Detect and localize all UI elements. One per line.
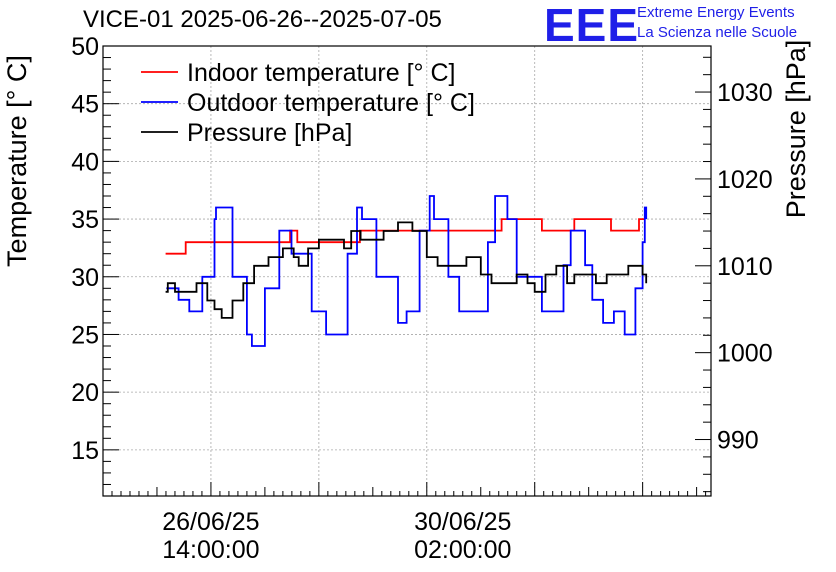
y-left-tick-label: 45 (71, 91, 99, 119)
y-right-tick-label: 1030 (717, 79, 773, 107)
y-left-tick-label: 50 (71, 33, 99, 61)
x-tick-label-time: 02:00:00 (414, 536, 511, 564)
x-tick-label-time: 14:00:00 (162, 536, 259, 564)
y-right-tick-label: 1000 (717, 340, 773, 368)
series-layer (165, 195, 648, 347)
x-tick-label-date: 26/06/25 (162, 508, 259, 536)
y-right-tick-label: 1020 (717, 166, 773, 194)
logo-line-1: Extreme Energy Events (637, 4, 795, 21)
y-left-tick-label: 15 (71, 437, 99, 465)
chart-title: VICE-01 2025-06-26--2025-07-05 (83, 6, 442, 33)
y-left-tick-label: 25 (71, 321, 99, 349)
y-left-axis-label: Temperature [° C] (2, 55, 32, 267)
legend-label-1: Indoor temperature [° C] (187, 59, 455, 87)
y-left-tick-label: 40 (71, 148, 99, 176)
series-line-3 (165, 221, 648, 319)
y-left-tick-label: 30 (71, 264, 99, 292)
series-line-2 (166, 195, 648, 347)
y-right-tick-label: 990 (717, 427, 759, 455)
axis-layer: 15 20 25 30 35 40 45 50 Temperature [° C] 990 1000… (2, 33, 811, 564)
series-line-1 (165, 218, 645, 255)
plot-frame (102, 45, 712, 497)
x-tick-label-date: 30/06/25 (414, 508, 511, 536)
y-right-tick-label: 1010 (717, 253, 773, 281)
legend-label-3: Pressure [hPa] (187, 119, 352, 147)
eee-logo: EEE (544, 0, 640, 51)
y-left-tick-label: 20 (71, 379, 99, 407)
y-left-tick-label: 35 (71, 206, 99, 234)
legend-label-2: Outdoor temperature [° C] (187, 89, 475, 117)
y-right-axis-label: Pressure [hPa] (781, 40, 811, 219)
logo-line-2: La Scienza nelle Scuole (637, 24, 798, 41)
legend: Indoor temperature [° C]Outdoor temperat… (141, 59, 475, 147)
